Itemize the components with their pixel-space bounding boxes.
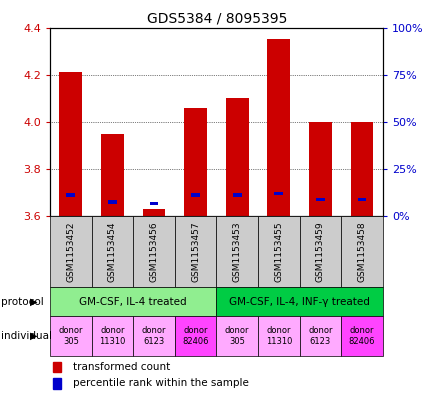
Bar [316, 198, 324, 201]
Bar [216, 216, 257, 287]
Bar [53, 378, 61, 389]
Bar [59, 72, 82, 216]
Bar [299, 216, 340, 287]
Bar [50, 216, 92, 287]
Bar [53, 362, 61, 373]
Text: donor
305: donor 305 [224, 326, 249, 346]
Bar [142, 209, 165, 216]
Text: donor
6123: donor 6123 [141, 326, 166, 346]
Bar [50, 287, 216, 316]
Bar [267, 39, 289, 216]
Text: donor
305: donor 305 [59, 326, 83, 346]
Bar [174, 316, 216, 356]
Bar [274, 192, 283, 195]
Bar [50, 316, 92, 356]
Text: GSM1153456: GSM1153456 [149, 221, 158, 282]
Bar [149, 202, 158, 205]
Bar [232, 193, 241, 196]
Bar [225, 98, 248, 216]
Bar [133, 316, 174, 356]
Bar [92, 316, 133, 356]
Bar [216, 316, 257, 356]
Text: GSM1153459: GSM1153459 [315, 221, 324, 282]
Bar [101, 134, 124, 216]
Bar [357, 198, 365, 201]
Bar [174, 216, 216, 287]
Bar [216, 287, 382, 316]
Text: protocol: protocol [1, 297, 43, 307]
Text: GSM1153458: GSM1153458 [357, 221, 366, 282]
Bar [308, 122, 331, 216]
Bar [184, 108, 207, 216]
Text: GM-CSF, IL-4, INF-γ treated: GM-CSF, IL-4, INF-γ treated [229, 297, 369, 307]
Text: GSM1153454: GSM1153454 [108, 221, 117, 282]
Text: GSM1153455: GSM1153455 [274, 221, 283, 282]
Bar [191, 193, 200, 196]
Text: GDS5384 / 8095395: GDS5384 / 8095395 [147, 12, 287, 26]
Bar [340, 316, 382, 356]
Text: percentile rank within the sample: percentile rank within the sample [73, 378, 249, 388]
Bar [299, 316, 340, 356]
Text: donor
6123: donor 6123 [307, 326, 332, 346]
Bar [257, 316, 299, 356]
Text: GSM1153457: GSM1153457 [191, 221, 200, 282]
Text: ▶: ▶ [30, 331, 37, 341]
Text: individual: individual [1, 331, 52, 341]
Text: donor
11310: donor 11310 [265, 326, 291, 346]
Bar [92, 216, 133, 287]
Text: GSM1153452: GSM1153452 [66, 221, 75, 282]
Text: GM-CSF, IL-4 treated: GM-CSF, IL-4 treated [79, 297, 187, 307]
Text: donor
82406: donor 82406 [182, 326, 208, 346]
Text: donor
82406: donor 82406 [348, 326, 375, 346]
Bar [66, 193, 75, 196]
Bar [257, 216, 299, 287]
Bar [108, 200, 116, 204]
Text: ▶: ▶ [30, 297, 37, 307]
Bar [350, 122, 372, 216]
Text: donor
11310: donor 11310 [99, 326, 125, 346]
Bar [340, 216, 382, 287]
Text: transformed count: transformed count [73, 362, 170, 372]
Bar [133, 216, 174, 287]
Text: GSM1153453: GSM1153453 [232, 221, 241, 282]
